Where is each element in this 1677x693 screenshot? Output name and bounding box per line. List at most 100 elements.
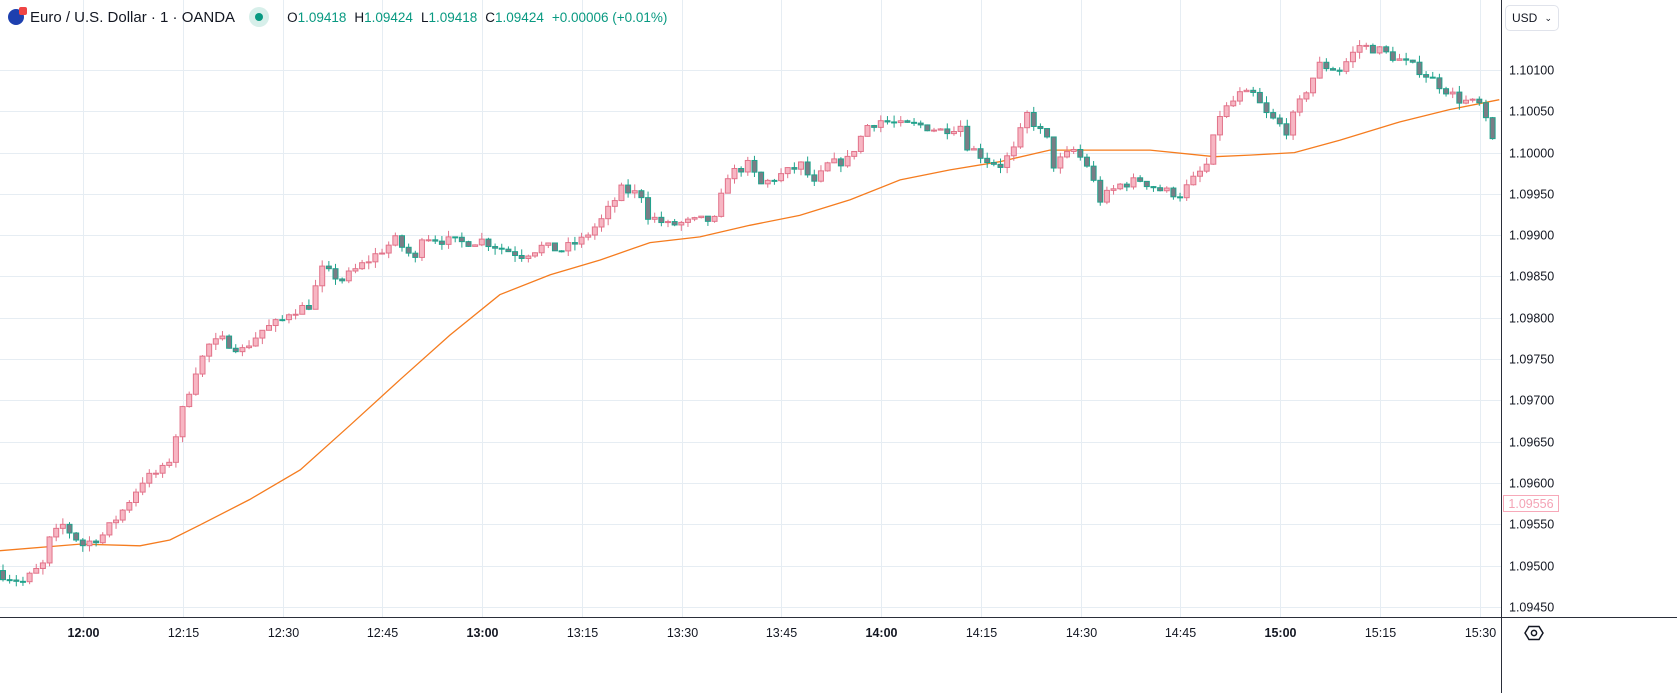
currency-selector[interactable]: USD ⌄ <box>1505 5 1559 31</box>
candle <box>711 215 718 223</box>
candle-body <box>1383 46 1390 53</box>
candle <box>857 135 864 154</box>
candle-body <box>525 255 532 259</box>
candle <box>877 115 884 133</box>
candle-body <box>585 234 592 238</box>
time-axis[interactable]: 12:00 12:15 12:30 12:45 13:00 13:15 13:30 13:45… <box>68 626 1497 640</box>
candle <box>279 315 286 322</box>
candle <box>1243 88 1250 93</box>
market-status-icon[interactable] <box>249 7 270 27</box>
candle-body <box>1050 136 1057 169</box>
time-tick-label: 12:15 <box>168 626 199 640</box>
price-tick-label: 1.10100 <box>1509 64 1554 78</box>
candle <box>1024 110 1031 134</box>
candle-body <box>345 270 352 282</box>
candle <box>86 536 93 552</box>
candle-body <box>1270 112 1277 119</box>
candle <box>405 243 412 257</box>
candle-body <box>578 236 585 245</box>
candle-body <box>598 218 605 228</box>
price-axis[interactable]: 1.10100 1.10050 1.10000 1.09950 1.09900 1.098… <box>1509 64 1554 615</box>
candle-body <box>212 338 219 345</box>
candle-body <box>1103 189 1110 203</box>
candle-body <box>571 242 578 245</box>
candle-body <box>438 240 445 245</box>
candle <box>1010 141 1017 161</box>
candle <box>126 500 133 513</box>
candle <box>997 158 1004 174</box>
candle-body <box>1436 77 1443 90</box>
candle <box>984 152 991 168</box>
symbol-title[interactable]: Euro / U.S. Dollar · 1 · OANDA <box>30 8 236 26</box>
grid <box>0 0 1501 617</box>
candle <box>1223 102 1230 119</box>
candle-body <box>73 532 80 541</box>
candle <box>46 536 53 567</box>
candle <box>665 219 671 228</box>
candle-body <box>352 268 359 272</box>
candle <box>738 166 745 177</box>
candle <box>212 332 219 350</box>
candle <box>106 522 113 538</box>
candle <box>246 340 253 350</box>
candle-body <box>1409 59 1416 63</box>
candle <box>651 212 658 223</box>
candle <box>312 279 319 310</box>
candle-body <box>126 501 133 511</box>
candle <box>199 355 206 378</box>
candle-body <box>312 285 319 310</box>
candle-body <box>970 148 977 151</box>
candle <box>884 116 891 125</box>
candle <box>186 391 193 408</box>
candle-body <box>1077 149 1084 158</box>
candle <box>1436 73 1443 94</box>
candle <box>631 184 638 199</box>
candle <box>73 531 80 542</box>
candle-body <box>831 158 838 164</box>
candle-body <box>199 355 206 375</box>
time-tick-label: 12:45 <box>367 626 398 640</box>
candle <box>13 575 20 587</box>
candle <box>764 178 771 188</box>
low-value: 1.09418 <box>428 9 478 25</box>
candle <box>432 235 439 244</box>
candle-body <box>538 244 545 254</box>
candle <box>79 538 86 552</box>
candle <box>179 405 186 443</box>
candle-body <box>997 163 1004 168</box>
candle-body <box>738 168 745 173</box>
candle-body <box>33 567 40 574</box>
candle <box>1064 146 1070 159</box>
candle <box>1216 110 1223 141</box>
candle <box>924 124 931 132</box>
candle-body <box>751 159 758 173</box>
time-tick-label: 12:00 <box>68 626 100 640</box>
candle-body <box>6 579 13 582</box>
candle-body <box>1117 183 1124 190</box>
candle-body <box>1177 196 1184 199</box>
candle <box>0 564 6 582</box>
candle-body <box>724 178 731 194</box>
candle <box>1137 175 1144 183</box>
candle <box>492 243 499 255</box>
candle <box>418 237 425 262</box>
candle <box>1030 106 1037 131</box>
candle <box>1236 87 1243 105</box>
price-tick-label: 1.09850 <box>1509 270 1554 284</box>
settings-gear-icon[interactable] <box>1524 623 1544 643</box>
candle-body <box>159 464 166 474</box>
candle-body <box>39 562 46 569</box>
candle-body <box>718 192 725 217</box>
candle <box>625 179 632 198</box>
candle-body <box>1130 177 1137 188</box>
candle <box>259 329 266 345</box>
candle-body <box>1283 123 1290 136</box>
candle <box>1083 153 1090 168</box>
candle-body <box>425 239 432 242</box>
candle <box>1469 98 1476 103</box>
candle-body <box>66 523 73 534</box>
candle-body <box>1356 45 1363 53</box>
candle <box>844 150 851 168</box>
candle-body <box>1037 125 1044 130</box>
